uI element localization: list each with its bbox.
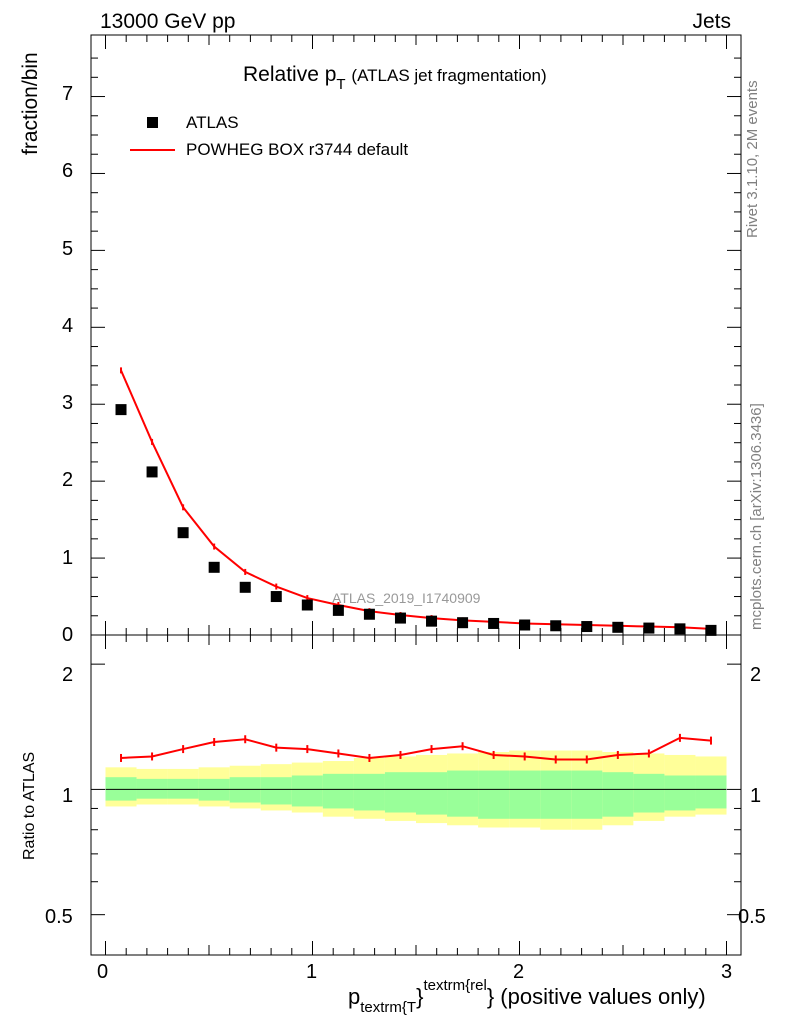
data-point [488, 617, 500, 629]
ratio-band-inner [260, 777, 292, 805]
ratio-band-inner [478, 770, 510, 819]
ratio-tick-label: 2 [62, 664, 74, 686]
x-tick-label: 3 [721, 961, 733, 983]
x-label-close: } [486, 984, 495, 1009]
ratio-band-inner [447, 770, 479, 817]
ratio-tick-label-right: 2 [750, 664, 762, 686]
ratio-curve [120, 733, 712, 764]
data-point [550, 620, 562, 632]
data-point [208, 561, 220, 573]
x-label-sub: textrm{T [360, 999, 417, 1016]
data-point [146, 466, 158, 478]
plot-title: Relative pT (ATLAS jet fragmentation) [243, 63, 547, 92]
x-tick-label: 0 [97, 961, 109, 983]
y-tick-label: 6 [62, 160, 74, 182]
ratio-line [120, 736, 712, 761]
ratio-band-inner [416, 772, 448, 815]
collision-label: 13000 GeV pp [100, 10, 236, 33]
x-label-brace: } [416, 984, 424, 1009]
data-point [426, 615, 438, 627]
legend-marker-atlas [147, 117, 158, 128]
x-label-sup: textrm{rel [423, 977, 487, 994]
data-point [115, 404, 127, 416]
ratio-bands [105, 750, 727, 830]
ratio-band-inner [602, 772, 634, 817]
data-point [705, 624, 717, 636]
data-point [270, 591, 282, 603]
y-tick-label: 7 [62, 83, 74, 105]
ratio-band-inner [571, 770, 603, 819]
x-ticks [104, 35, 728, 955]
legend-label-atlas: ATLAS [186, 113, 239, 132]
y-tick-label: 4 [62, 315, 74, 337]
data-point [394, 612, 406, 624]
x-label-rest: (positive values only) [494, 984, 706, 1009]
y-tick-label: 5 [62, 238, 74, 260]
ratio-tick-label: 0.5 [45, 906, 73, 928]
data-point [332, 604, 344, 616]
data-point [239, 581, 251, 593]
rivet-info: Rivet 3.1.10, 2M events [744, 80, 761, 238]
mcplots-credit: mcplots.cern.ch [arXiv:1306.3436] [748, 403, 765, 630]
process-label: Jets [692, 10, 731, 33]
x-tick-label: 1 [306, 961, 318, 983]
data-point [177, 527, 189, 539]
ratio-band-inner [540, 770, 572, 819]
title-note: (ATLAS jet fragmentation) [351, 66, 547, 85]
ratio-y-axis-label: Ratio to ATLAS [21, 751, 38, 860]
y-tick-label: 1 [62, 547, 74, 569]
title-subscript: T [336, 76, 346, 93]
data-point [301, 599, 313, 611]
x-label-p: p [348, 984, 361, 1009]
data-point [581, 621, 593, 633]
ratio-band-inner [291, 775, 323, 807]
y-axis-label: fraction/bin [19, 52, 42, 155]
ratio-band-inner [384, 772, 416, 813]
ratio-band-inner [509, 770, 541, 819]
ratio-band-inner [167, 778, 199, 799]
data-point [457, 617, 469, 629]
data-point [674, 623, 686, 635]
data-point [643, 622, 655, 634]
legend-label-powheg: POWHEG BOX r3744 default [186, 140, 409, 159]
y-tick-label: 0 [62, 624, 74, 646]
ratio-tick-label-right: 0.5 [738, 906, 766, 928]
title-main: Relative p [243, 63, 337, 86]
ratio-band-inner [633, 773, 665, 813]
ratio-band-inner [322, 773, 354, 809]
y-tick-label: 2 [62, 469, 74, 491]
ratio-band-inner [105, 777, 137, 801]
ratio-band-inner [695, 775, 727, 809]
ratio-tick-label-right: 1 [750, 785, 762, 807]
ratio-y-ticks [91, 663, 741, 916]
data-point [612, 621, 624, 633]
x-axis-label: ptextrm{T}textrm{rel} (positive values o… [348, 978, 706, 1015]
y-tick-label: 3 [62, 392, 74, 414]
ratio-tick-label: 1 [62, 785, 74, 807]
ratio-band-inner [664, 775, 696, 811]
data-point [519, 619, 531, 631]
data-point [363, 608, 375, 620]
ratio-band-inner [353, 773, 385, 811]
data-points [115, 404, 717, 636]
main-y-ticks [91, 57, 741, 636]
x-tick-label: 2 [513, 961, 525, 983]
ratio-band-inner [136, 778, 168, 799]
analysis-watermark: ATLAS_2019_I1740909 [332, 590, 481, 606]
